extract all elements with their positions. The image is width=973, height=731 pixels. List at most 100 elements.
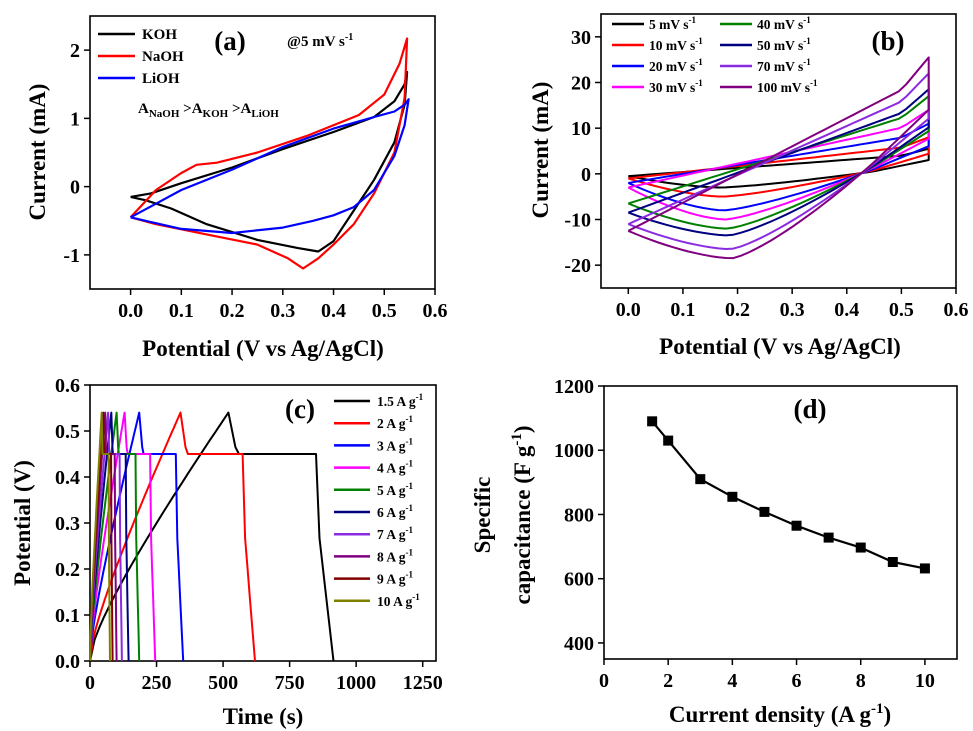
legend-label-naoh: NaOH [142,49,184,65]
panel-c-xtick-label: 1250 [403,672,443,694]
panel-c-ticks: 0 250 500 750 1000 1250 0.0 0.1 0.2 0.3 0.4 0.5 0.6 [55,375,443,694]
panel-b-legend-label: 70 mV s-1 [757,57,811,74]
panel-b-legend-label: 30 mV s-1 [649,78,703,95]
panel-d-line [651,420,926,570]
panel-b-legend-label: 10 mV s-1 [649,36,703,53]
panel-c-legend-label: 5 A g-1 [377,481,414,498]
panel-d-ylabel-line2: capacitance (F g-1) [509,426,535,605]
panel-d-xlabel: Current density (A g-1) [669,701,891,727]
panel-a-series-naoh [129,37,409,270]
panel-a-xtick-label: 0.5 [372,300,397,322]
panel-b-legend-label: 40 mV s-1 [757,15,811,32]
panel-a-legend: KOH NaOH LiOH [98,27,184,87]
panel-c-ytick-label: 0.2 [55,559,80,581]
panel-a-frame [89,15,436,290]
panel-d-marker [647,416,658,427]
panel-b-ytick-label: 20 [571,73,591,95]
panel-b-ytick-label: -10 [564,210,591,232]
panel-a-xtick-label: 0.0 [118,300,143,322]
panel-a-series-koh [130,70,409,253]
panel-c-ylabel: Potential (V) [10,460,35,586]
panel-c-ytick-label: 0.0 [55,651,80,673]
panel-a-xlabel: Potential (V vs Ag/AgCl) [142,336,384,361]
panel-b-xtick-label: 0.6 [944,299,969,321]
panel-c-series-4 [89,411,157,662]
panel-d-xtick-label: 10 [915,670,935,692]
panel-b-xlabel: Potential (V vs Ag/AgCl) [659,334,901,359]
panel-b-ytick-label: -20 [564,255,591,277]
panel-d-marker [919,563,930,574]
panel-b-frame [600,13,957,289]
panel-c-legend-label: 9 A g-1 [377,570,414,587]
panel-b-curves [627,56,930,260]
panel-a-ticks: 0.0 0.1 0.2 0.3 0.4 0.5 0.6 -1 0 1 2 [63,40,447,322]
panel-a-xtick-label: 0.2 [220,300,245,322]
panel-c-legend-label: 2 A g-1 [377,414,414,431]
panel-a-xtick-label: 0.6 [423,300,448,322]
panel-b: 0.0 0.1 0.2 0.3 0.4 0.5 0.6 -20 -10 0 10 20 30 Poten… [528,13,969,359]
panel-d-marker [759,506,770,517]
panel-a-annotation: ANaOH >AKOH >ALiOH [138,101,279,120]
panel-b-xtick-label: 0.5 [889,299,914,321]
panel-d-marker [855,542,866,553]
panel-d-ylabel-line1: Specific [470,477,495,554]
panel-b-legend-label: 20 mV s-1 [649,57,703,74]
panel-d-xtick-label: 2 [663,670,673,692]
panel-d-marker [887,557,898,568]
panel-d-marker [727,491,738,502]
panel-d-marker [791,520,802,531]
panel-c-ytick-label: 0.5 [55,421,80,443]
panel-d-ytick-label: 800 [564,504,594,526]
panel-c-legend: 1.5 A g-1 2 A g-1 3 A g-1 4 A g-1 5 A g-1 6 A… [334,392,424,609]
panel-d-frame [603,385,958,660]
panel-c-xtick-label: 500 [208,672,238,694]
panel-d-marker [695,474,706,485]
panel-c-series-5 [89,411,141,662]
panel-d: 0 2 4 6 8 10 400 600 800 1000 1200 Current density… [470,376,958,727]
panel-a-ytick-label: 1 [70,108,80,130]
panel-c-series-6 [89,411,130,662]
panel-a-xtick-label: 0.3 [270,300,295,322]
panel-a-label: (a) [214,26,245,56]
panel-c-legend-label: 7 A g-1 [377,525,414,542]
panel-c-ytick-label: 0.3 [55,513,80,535]
panel-b-legend: 5 mV s-1 10 mV s-1 20 mV s-1 30 mV s-1 40 mV… [612,15,818,95]
panel-c-xlabel: Time (s) [223,704,304,729]
panel-c-legend-label: 6 A g-1 [377,503,414,520]
panel-d-curves [647,416,930,574]
panel-d-ytick-label: 1200 [554,376,594,398]
panel-c-legend-label: 3 A g-1 [377,436,414,453]
panel-c-ytick-label: 0.4 [55,467,80,489]
panel-b-label: (b) [872,26,905,56]
panel-c-ytick-label: 0.1 [55,605,80,627]
panel-d-xtick-label: 6 [792,670,802,692]
panel-d-ytick-label: 600 [564,569,594,591]
panel-a-ytick-label: -1 [63,245,80,267]
panel-c-xtick-label: 0 [85,672,95,694]
panel-b-series-8 [627,56,930,260]
panel-c-series-3 [89,411,185,662]
panel-d-marker [823,532,834,543]
panel-d-ticks: 0 2 4 6 8 10 400 600 800 1000 1200 [554,376,935,692]
panel-d-xtick-label: 8 [856,670,866,692]
panel-b-ticks: 0.0 0.1 0.2 0.3 0.4 0.5 0.6 -20 -10 0 10 20 30 [564,27,968,321]
legend-label-lioh: LiOH [142,71,180,87]
panel-b-xtick-label: 0.2 [725,299,750,321]
panel-d-label: (d) [794,394,827,424]
panel-c-legend-label: 8 A g-1 [377,547,414,564]
panel-c-legend-label: 4 A g-1 [377,459,414,476]
panel-b-ytick-label: 10 [571,118,591,140]
panel-a-ylabel: Current (mA) [25,84,50,221]
panel-b-series-2 [628,136,930,198]
panel-a-series-lioh [130,98,410,235]
panel-c-series-10 [89,411,111,662]
panel-c-ytick-label: 0.6 [55,375,80,397]
panel-b-ytick-label: 30 [571,27,591,49]
panel-a-xtick-label: 0.4 [321,300,346,322]
panel-a-ytick-label: 0 [70,177,80,199]
panel-c-xtick-label: 1000 [336,672,376,694]
panel-d-xtick-label: 4 [727,670,737,692]
panel-a-ytick-label: 2 [70,40,80,62]
panel-b-ylabel: Current (mA) [528,82,553,219]
